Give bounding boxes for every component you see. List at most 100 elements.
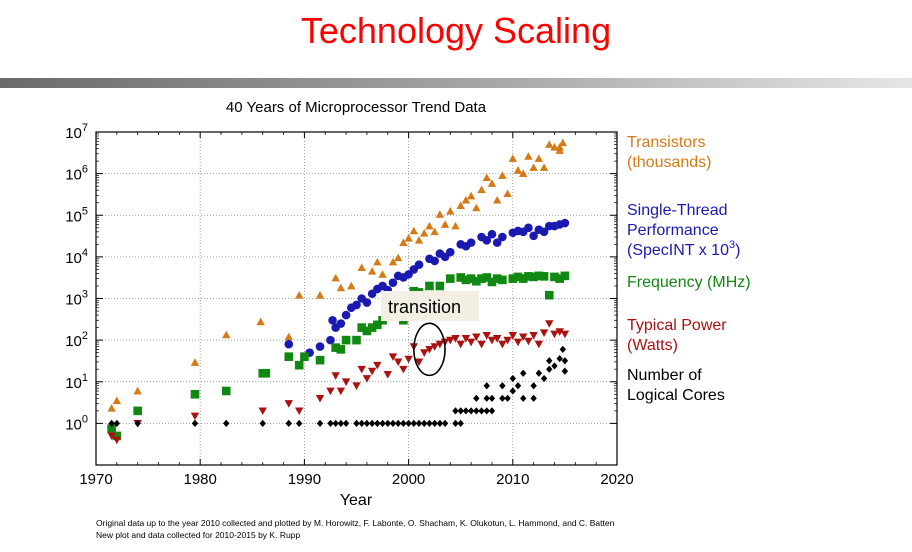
legend-label: Frequency (MHz) bbox=[627, 274, 751, 291]
performance-point bbox=[326, 335, 335, 345]
cores-point bbox=[551, 362, 558, 370]
cores-point bbox=[342, 419, 350, 427]
legend-label: Typical Power bbox=[627, 317, 727, 334]
slide-title: Technology Scaling bbox=[300, 10, 612, 51]
cores-point bbox=[421, 419, 428, 427]
transistor-point bbox=[347, 281, 356, 290]
cores-point bbox=[285, 419, 292, 427]
power-point bbox=[534, 340, 544, 349]
power-point bbox=[367, 367, 377, 376]
frequency-point bbox=[539, 272, 549, 281]
frequency-point bbox=[425, 281, 434, 291]
transistor-point bbox=[446, 207, 455, 215]
x-tick-label: 2010 bbox=[496, 471, 529, 488]
cores-point bbox=[410, 419, 418, 427]
cores-point bbox=[134, 419, 141, 427]
performance-point bbox=[524, 223, 533, 233]
cores-point bbox=[332, 419, 339, 427]
power-point bbox=[461, 335, 471, 343]
frequency-point bbox=[221, 386, 231, 396]
cores-point bbox=[546, 357, 553, 365]
power-point bbox=[383, 371, 392, 379]
cores-point bbox=[457, 419, 464, 427]
power-point bbox=[362, 375, 372, 383]
cores-point bbox=[535, 369, 543, 377]
frequency-point bbox=[336, 345, 346, 354]
power-point bbox=[315, 394, 325, 403]
transistor-point bbox=[294, 291, 304, 299]
performance-point bbox=[414, 260, 424, 269]
frequency-point bbox=[190, 389, 200, 399]
transistor-point bbox=[487, 179, 497, 187]
transistor-point bbox=[409, 226, 419, 235]
transistor-point bbox=[357, 263, 366, 272]
power-point bbox=[466, 338, 476, 347]
power-point bbox=[435, 340, 445, 349]
transistor-point bbox=[555, 146, 564, 154]
cores-point bbox=[436, 419, 444, 427]
transistor-point bbox=[529, 163, 538, 171]
power-point bbox=[519, 333, 528, 342]
frequency-point bbox=[513, 272, 523, 282]
cores-point bbox=[384, 419, 391, 427]
transistor-point bbox=[503, 189, 512, 198]
cores-point bbox=[483, 382, 490, 390]
frequency-point bbox=[492, 274, 502, 283]
power-point bbox=[284, 400, 293, 408]
cores-point bbox=[509, 387, 516, 395]
legend-label: Single-Thread bbox=[627, 202, 728, 219]
cores-point bbox=[259, 419, 266, 427]
power-point bbox=[498, 340, 507, 349]
power-point bbox=[112, 436, 122, 445]
transistor-point bbox=[524, 152, 533, 160]
performance-point bbox=[341, 310, 351, 320]
frequency-point bbox=[482, 273, 492, 282]
performance-point bbox=[445, 247, 455, 257]
cores-point bbox=[473, 407, 480, 415]
transistor-point bbox=[388, 257, 398, 266]
cores-point bbox=[467, 407, 475, 415]
cores-point bbox=[561, 357, 569, 365]
power-point bbox=[529, 332, 538, 340]
cores-point bbox=[488, 407, 496, 415]
power-point bbox=[420, 349, 429, 357]
series-group bbox=[108, 345, 569, 427]
cores-point bbox=[191, 419, 199, 427]
transistor-point bbox=[539, 163, 549, 171]
power-point bbox=[341, 378, 351, 386]
performance-point bbox=[482, 236, 492, 245]
power-point bbox=[190, 412, 200, 421]
transistor-point bbox=[420, 229, 429, 237]
cores-point bbox=[530, 394, 537, 402]
x-tick-label: 1980 bbox=[184, 471, 217, 488]
transistor-point bbox=[414, 236, 424, 244]
power-point bbox=[503, 336, 512, 345]
power-point bbox=[331, 372, 340, 380]
power-point bbox=[451, 335, 460, 343]
footnote-line-2: New plot and data collected for 2010-201… bbox=[96, 530, 301, 540]
cores-point bbox=[452, 407, 459, 415]
frequency-point bbox=[534, 271, 544, 281]
performance-point bbox=[466, 238, 476, 247]
cores-point bbox=[499, 382, 506, 390]
cores-point bbox=[499, 394, 506, 402]
cores-point bbox=[394, 419, 402, 427]
cores-point bbox=[452, 419, 459, 427]
frequency-point bbox=[487, 277, 497, 287]
frequency-point bbox=[373, 320, 382, 330]
frequency-point bbox=[341, 335, 351, 345]
cores-point bbox=[561, 367, 569, 375]
power-point bbox=[393, 358, 403, 367]
transistor-point bbox=[256, 317, 265, 326]
power-point bbox=[399, 365, 408, 374]
frequency-point bbox=[107, 424, 116, 433]
legend-label: (SpecINT x 103) bbox=[627, 239, 740, 259]
power-point bbox=[477, 340, 486, 349]
legend-labels: Transistors (thousands) Single-Thread Perfo… bbox=[627, 134, 751, 404]
transistor-point bbox=[222, 330, 231, 339]
power-point bbox=[352, 382, 361, 390]
performance-point bbox=[328, 315, 337, 325]
frequency-point bbox=[315, 355, 325, 365]
transistor-point bbox=[190, 358, 200, 366]
cores-point bbox=[514, 382, 522, 390]
